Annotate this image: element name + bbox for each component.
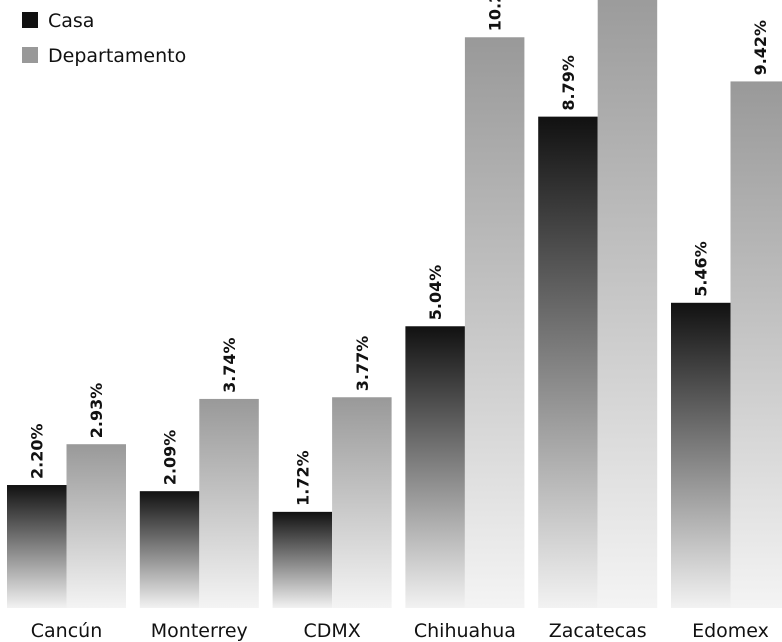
- bar: [66, 444, 126, 608]
- x-tick-label: Chihuahua: [414, 620, 516, 642]
- value-label: 9.42%: [751, 20, 770, 76]
- value-label: 5.04%: [426, 265, 445, 321]
- bar: [671, 302, 731, 608]
- x-tick-label: Zacatecas: [549, 620, 647, 642]
- bar: [139, 491, 200, 608]
- x-tick-label: Edomex: [692, 620, 769, 642]
- x-tick-label: Cancún: [31, 620, 102, 642]
- value-label: 3.77%: [353, 336, 372, 392]
- value-label: 1.72%: [293, 450, 312, 506]
- bar: [597, 0, 658, 609]
- value-label: 2.09%: [161, 430, 180, 486]
- bar: [199, 398, 259, 608]
- bar: [730, 81, 782, 608]
- legend-swatch: [22, 47, 38, 63]
- value-label: 10.21%: [486, 0, 505, 31]
- x-tick-label: CDMX: [303, 620, 360, 642]
- value-label: 2.20%: [28, 424, 47, 480]
- value-label: 8.79%: [559, 55, 578, 111]
- legend-swatch: [22, 12, 38, 28]
- bar: [272, 511, 333, 608]
- value-label: 2.93%: [87, 383, 106, 439]
- legend-label: Departamento: [48, 45, 186, 67]
- bar: [464, 37, 525, 609]
- bar: [405, 326, 465, 608]
- value-label: 3.74%: [220, 337, 239, 393]
- value-label: 5.46%: [692, 241, 711, 297]
- x-tick-label: Monterrey: [151, 620, 248, 642]
- bar: [332, 397, 392, 608]
- bar: [7, 485, 67, 608]
- legend-label: Casa: [48, 10, 94, 32]
- bar: [538, 116, 598, 608]
